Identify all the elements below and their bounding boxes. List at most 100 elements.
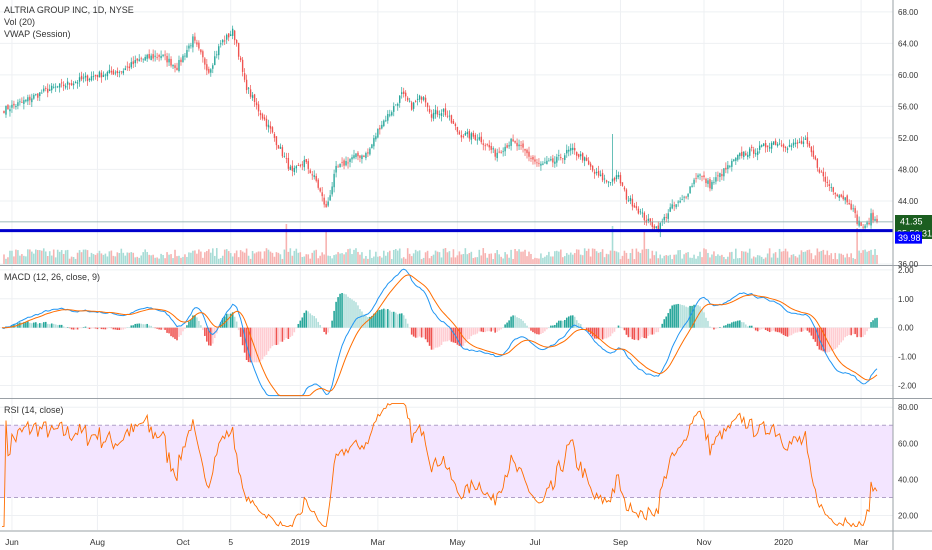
volume-bar: [104, 253, 107, 264]
volume-bar: [422, 257, 425, 264]
macd-histogram-bar: [68, 327, 71, 329]
macd-histogram-bar: [556, 322, 558, 328]
volume-bar: [868, 250, 870, 264]
candle-body: [858, 220, 860, 226]
rsi-legend[interactable]: RSI (14, close): [4, 405, 64, 415]
volume-bar: [196, 253, 198, 264]
candle-body: [349, 159, 351, 162]
volume-bar: [866, 251, 868, 264]
candle-body: [54, 86, 57, 88]
macd-histogram-bar: [705, 317, 707, 328]
candle-body: [327, 201, 329, 206]
candle-body: [711, 181, 713, 190]
candle-body: [37, 93, 39, 98]
candle-body: [826, 181, 828, 183]
volume-bar: [701, 257, 703, 264]
volume-bar: [319, 255, 321, 264]
macd-histogram-bar: [733, 321, 735, 328]
volume-bar: [794, 256, 797, 264]
macd-histogram-bar: [494, 327, 496, 333]
candle-body: [122, 70, 125, 74]
volume-bar: [315, 249, 318, 264]
volume-bar: [33, 253, 35, 264]
volume-bar: [38, 250, 41, 264]
macd-histogram-bar: [617, 325, 620, 328]
macd-histogram-bar: [390, 311, 393, 328]
volume-bar: [194, 250, 196, 264]
vwap-legend[interactable]: VWAP (Session): [4, 29, 71, 39]
volume-bar: [124, 255, 127, 264]
macd-histogram-bar: [287, 327, 290, 339]
candle-body: [271, 127, 274, 133]
candle-body: [299, 165, 301, 167]
volume-bar: [72, 257, 75, 264]
macd-histogram-bar: [609, 327, 612, 337]
macd-histogram-bar: [438, 327, 441, 347]
macd-histogram-bar: [208, 327, 210, 346]
volume-bar: [166, 252, 168, 264]
candle-body: [259, 112, 262, 116]
candle-body: [876, 218, 878, 222]
candle-body: [399, 95, 401, 103]
candle-body: [856, 214, 858, 224]
macd-histogram-bar: [19, 322, 21, 328]
macd-histogram-bar: [120, 327, 123, 330]
candle-body: [29, 96, 31, 101]
volume-bar: [15, 249, 17, 264]
volume-bar: [593, 248, 596, 264]
volume-bar: [542, 257, 544, 264]
candle-body: [609, 182, 612, 183]
candle-body: [371, 144, 373, 149]
macd-histogram-bar: [321, 327, 323, 329]
volume-bar: [287, 251, 290, 264]
macd-histogram-bar: [581, 327, 584, 328]
macd-legend[interactable]: MACD (12, 26, close, 9): [4, 272, 101, 282]
macd-histogram-bar: [198, 320, 200, 328]
volume-bar: [275, 252, 278, 264]
candle-body: [405, 92, 407, 97]
volume-bar: [369, 249, 371, 264]
macd-histogram-bar: [94, 327, 97, 329]
volume-bar: [518, 249, 520, 264]
volume-bar: [400, 258, 403, 264]
macd-histogram-bar: [840, 327, 843, 343]
volume-bar: [164, 258, 166, 264]
volume-bar: [299, 252, 302, 264]
candle-body: [355, 153, 357, 158]
candle-body: [241, 59, 244, 72]
candle-body: [580, 154, 582, 157]
symbol-title[interactable]: ALTRIA GROUP INC, 1D, NYSE: [4, 5, 134, 15]
macd-histogram-bar: [27, 321, 29, 328]
candle-body: [818, 169, 821, 173]
macd-histogram-bar: [804, 327, 807, 330]
macd-histogram-bar: [468, 327, 471, 340]
macd-histogram-bar: [377, 310, 379, 328]
macd-histogram-bar: [637, 327, 640, 341]
volume-bar: [711, 254, 713, 264]
volume-bar: [293, 250, 296, 264]
volume-bar: [609, 250, 612, 264]
volume-bar: [406, 248, 409, 264]
macd-histogram-bar: [373, 313, 375, 328]
candle-body: [25, 99, 27, 102]
volume-bar: [335, 254, 337, 264]
macd-histogram-bar: [98, 327, 101, 329]
volume-bar: [301, 256, 304, 264]
candle-body: [222, 40, 224, 43]
volume-bar: [96, 253, 99, 264]
macd-histogram-bar: [343, 293, 345, 328]
volume-bar: [170, 254, 172, 264]
volume-legend[interactable]: Vol (20): [4, 17, 36, 27]
volume-bar: [758, 255, 761, 264]
volume-bar: [134, 257, 137, 264]
volume-bar: [444, 248, 447, 264]
candle-body: [357, 152, 359, 157]
volume-bar: [830, 253, 833, 264]
macd-histogram-bar: [850, 327, 852, 336]
macd-histogram-bar: [301, 317, 304, 328]
volume-bar: [208, 249, 210, 264]
macd-histogram-bar: [641, 327, 644, 338]
candle-body: [735, 157, 737, 161]
